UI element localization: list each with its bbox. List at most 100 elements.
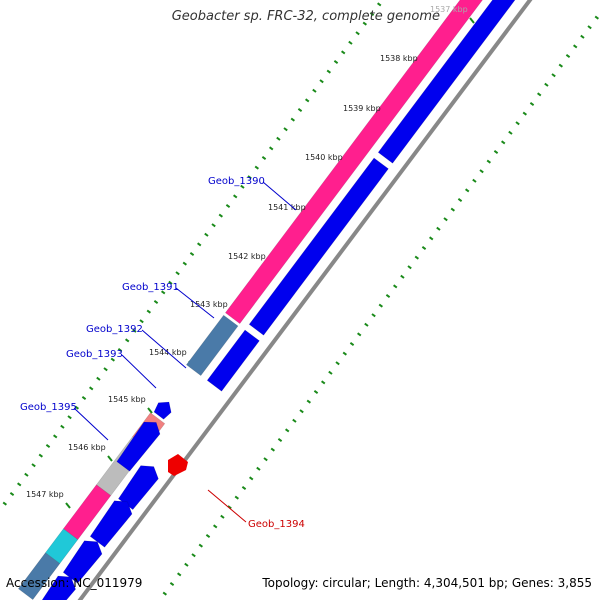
tick-label: 1540 kbp bbox=[305, 153, 343, 162]
genome-title: Geobacter sp. FRC-32, complete genome bbox=[171, 9, 440, 24]
tick-mark bbox=[139, 319, 144, 324]
genome-summary-text: Topology: circular; Length: 4,304,501 bp… bbox=[262, 576, 592, 590]
tick-mark bbox=[312, 88, 317, 93]
tick-mark bbox=[348, 40, 353, 45]
tick-label: 1546 kbp bbox=[68, 443, 106, 452]
tick-mark bbox=[89, 386, 94, 391]
tick-mark bbox=[153, 299, 159, 305]
tick-mark bbox=[74, 405, 79, 410]
tick-mark bbox=[306, 399, 311, 404]
tick-mark bbox=[587, 25, 592, 30]
gene-label: Geob_1394 bbox=[248, 519, 305, 530]
tick-mark bbox=[169, 581, 175, 587]
tick-mark bbox=[429, 236, 434, 241]
tick-mark bbox=[472, 178, 477, 183]
gene-label: Geob_1395 bbox=[20, 402, 77, 413]
tick-mark bbox=[594, 15, 600, 20]
tick-mark bbox=[81, 395, 87, 401]
tick-mark bbox=[204, 232, 209, 237]
tick-mark bbox=[297, 108, 303, 112]
tick-mark bbox=[515, 121, 520, 126]
major-tick bbox=[147, 407, 153, 414]
tick-mark bbox=[227, 505, 232, 510]
tick-mark bbox=[436, 226, 441, 231]
tick-mark bbox=[263, 457, 268, 462]
tick-mark bbox=[558, 63, 564, 68]
tick-mark bbox=[479, 169, 484, 174]
tick-mark bbox=[182, 261, 187, 266]
tick-mark bbox=[175, 271, 180, 276]
tick-mark bbox=[254, 165, 259, 170]
tick-mark bbox=[2, 501, 7, 506]
tick-mark bbox=[177, 572, 182, 577]
tick-mark bbox=[162, 591, 167, 596]
tick-mark bbox=[551, 73, 556, 78]
tick-mark bbox=[421, 246, 427, 250]
cds-forward bbox=[116, 421, 161, 472]
gene-label: Geob_1390 bbox=[208, 176, 265, 187]
tick-mark bbox=[326, 69, 331, 74]
tick-mark bbox=[161, 290, 166, 295]
tick-label: 1541 kbp bbox=[268, 203, 306, 212]
tick-mark bbox=[565, 54, 571, 58]
tick-mark bbox=[328, 370, 333, 375]
tick-mark bbox=[393, 284, 398, 289]
cds-forward bbox=[206, 329, 260, 392]
cds-forward bbox=[41, 575, 76, 600]
tick-mark bbox=[96, 376, 101, 381]
tick-mark bbox=[117, 347, 123, 353]
tick-mark bbox=[234, 495, 239, 500]
tick-mark bbox=[283, 127, 288, 132]
tick-mark bbox=[522, 111, 528, 116]
tick-mark bbox=[110, 357, 115, 362]
genome-backbone bbox=[77, 0, 533, 600]
tick-mark bbox=[362, 21, 367, 26]
cds-reverse bbox=[168, 454, 188, 476]
tick-mark bbox=[536, 92, 542, 97]
tick-mark bbox=[333, 59, 339, 65]
major-tick bbox=[107, 455, 113, 462]
tick-mark bbox=[247, 175, 252, 180]
tick-mark bbox=[24, 472, 29, 477]
tick-label: 1538 kbp bbox=[380, 54, 418, 63]
tick-mark bbox=[364, 322, 369, 327]
tick-mark bbox=[342, 351, 347, 356]
tick-label: 1545 kbp bbox=[108, 395, 146, 404]
tick-mark bbox=[355, 31, 360, 36]
tick-mark bbox=[256, 466, 261, 471]
tick-mark bbox=[233, 194, 238, 199]
tick-mark bbox=[240, 184, 245, 189]
tick-label: 1547 kbp bbox=[26, 490, 64, 499]
tick-mark bbox=[103, 367, 108, 372]
tick-mark bbox=[225, 204, 231, 208]
major-tick bbox=[469, 17, 475, 24]
gene-labels: 1537 kbp 1538 kbp 1539 kbp 1540 kbp 1541 kbp… bbox=[20, 5, 468, 530]
tick-mark bbox=[580, 34, 585, 39]
major-tick bbox=[65, 502, 71, 509]
gene-label: Geob_1393 bbox=[66, 349, 123, 360]
tick-mark bbox=[319, 79, 324, 84]
tick-mark bbox=[67, 415, 72, 420]
tick-mark bbox=[321, 380, 326, 385]
tick-mark bbox=[400, 274, 405, 279]
gene-leader-line bbox=[207, 489, 247, 523]
tick-mark bbox=[414, 255, 419, 260]
tick-mark bbox=[184, 562, 189, 567]
tick-mark bbox=[385, 293, 391, 299]
gene-label: Geob_1391 bbox=[122, 282, 179, 293]
tick-mark bbox=[9, 491, 15, 497]
tick-mark bbox=[31, 463, 36, 468]
tick-mark bbox=[299, 409, 304, 414]
tick-label: 1539 kbp bbox=[343, 104, 381, 113]
tick-mark bbox=[241, 485, 247, 491]
tick-mark bbox=[349, 341, 355, 347]
tick-mark bbox=[218, 213, 223, 218]
tick-mark bbox=[357, 332, 362, 337]
cds-forward bbox=[248, 157, 389, 336]
gene-leader-line bbox=[175, 287, 215, 319]
feature-tracks bbox=[17, 0, 533, 600]
tick-mark bbox=[572, 44, 578, 49]
tick-mark bbox=[52, 434, 58, 439]
tick-mark bbox=[305, 98, 310, 103]
